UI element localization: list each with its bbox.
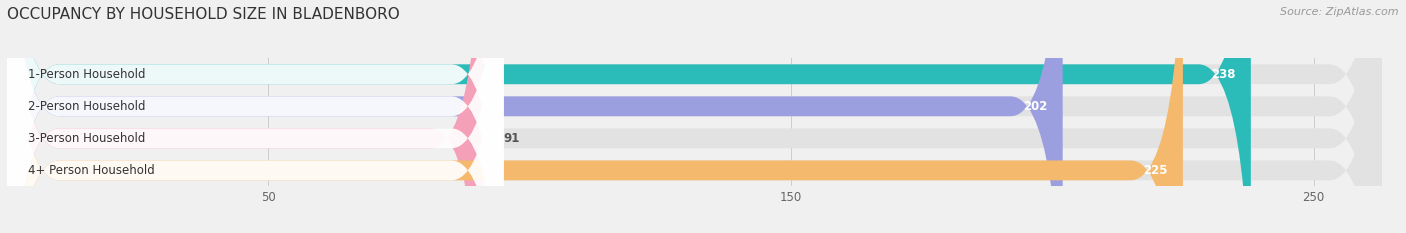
Text: 225: 225 (1143, 164, 1167, 177)
Text: 3-Person Household: 3-Person Household (28, 132, 145, 145)
FancyBboxPatch shape (7, 0, 1382, 233)
Text: 238: 238 (1211, 68, 1234, 81)
Text: 4+ Person Household: 4+ Person Household (28, 164, 155, 177)
FancyBboxPatch shape (7, 0, 1382, 233)
FancyBboxPatch shape (7, 0, 1251, 233)
FancyBboxPatch shape (7, 0, 503, 233)
FancyBboxPatch shape (7, 0, 1382, 233)
FancyBboxPatch shape (7, 0, 503, 233)
Text: 2-Person Household: 2-Person Household (28, 100, 145, 113)
Text: 202: 202 (1022, 100, 1047, 113)
FancyBboxPatch shape (7, 0, 503, 233)
Text: Source: ZipAtlas.com: Source: ZipAtlas.com (1281, 7, 1399, 17)
FancyBboxPatch shape (7, 0, 1182, 233)
FancyBboxPatch shape (7, 0, 1382, 233)
FancyBboxPatch shape (7, 0, 482, 233)
Text: OCCUPANCY BY HOUSEHOLD SIZE IN BLADENBORO: OCCUPANCY BY HOUSEHOLD SIZE IN BLADENBOR… (7, 7, 399, 22)
FancyBboxPatch shape (7, 0, 503, 233)
Text: 1-Person Household: 1-Person Household (28, 68, 145, 81)
FancyBboxPatch shape (7, 0, 1063, 233)
Text: 91: 91 (503, 132, 520, 145)
